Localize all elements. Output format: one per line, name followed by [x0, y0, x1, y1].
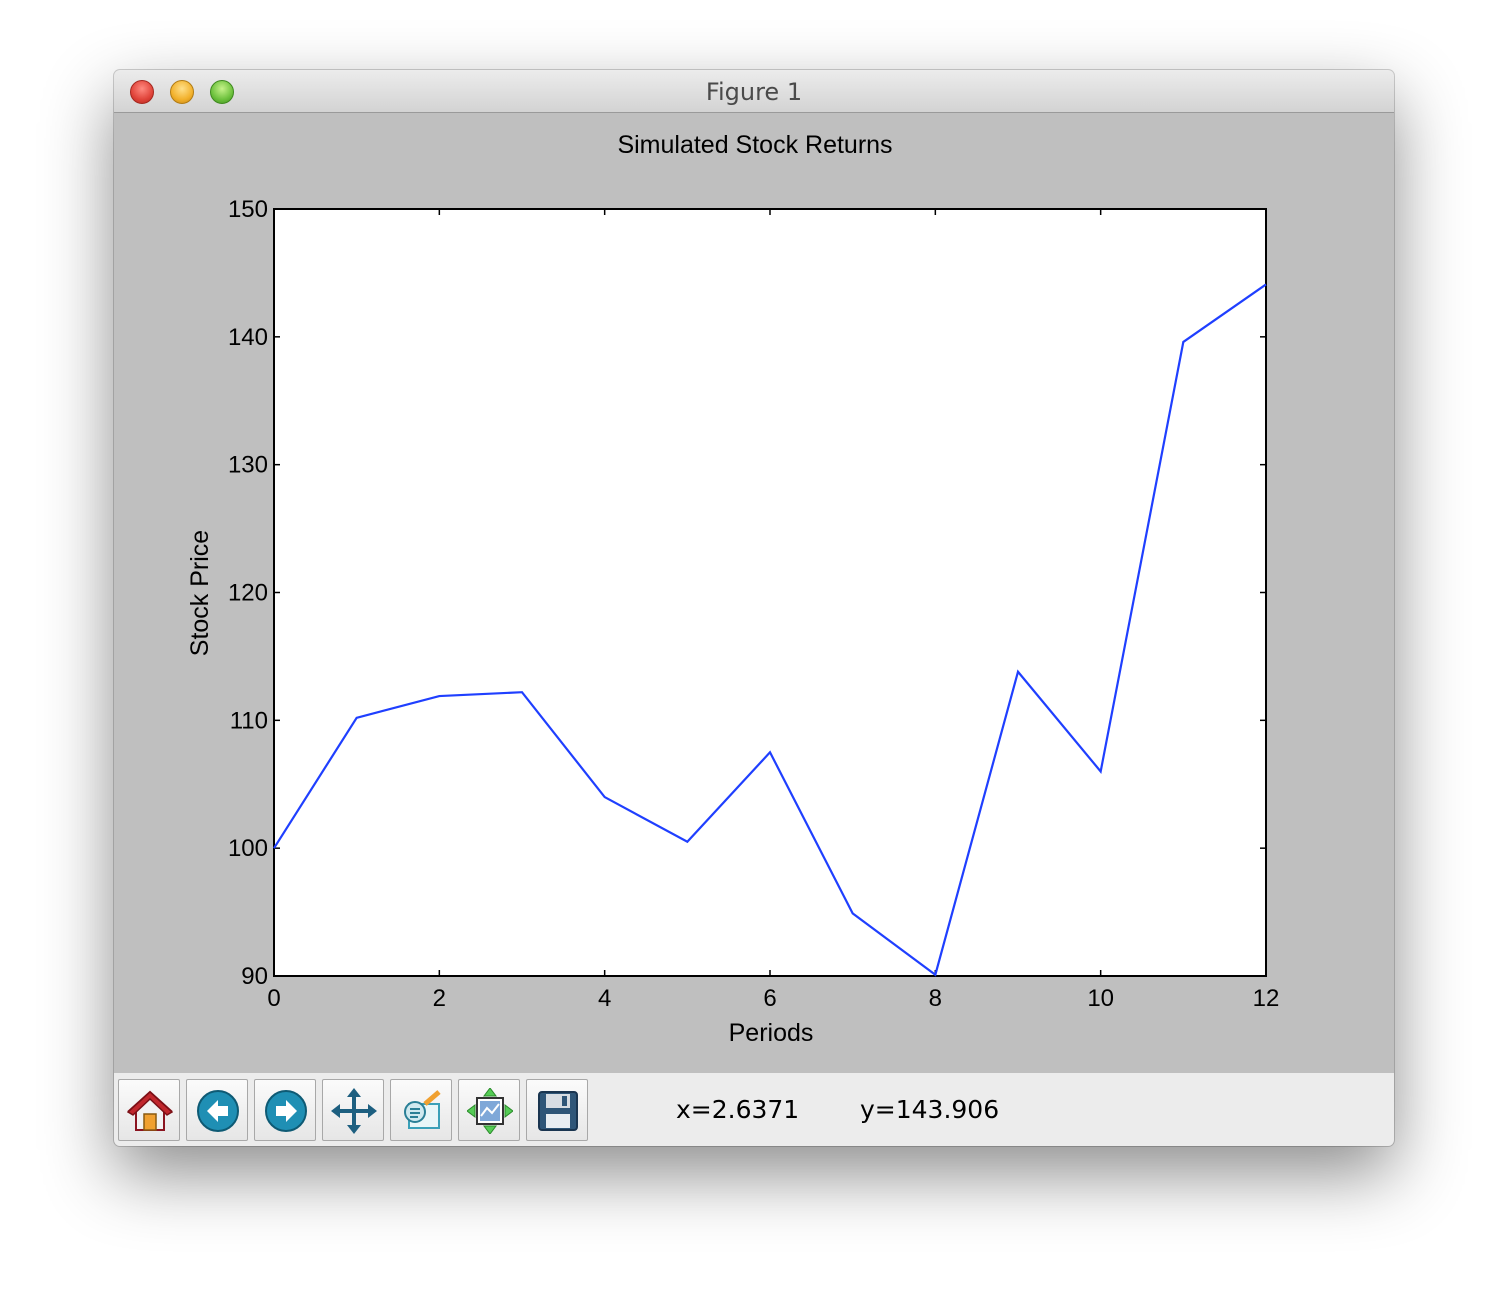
- x-coordinate-readout: x=2.6371: [676, 1095, 800, 1124]
- x-tick-label: 10: [1087, 985, 1114, 1012]
- zoom-rect-icon: [404, 1090, 441, 1129]
- line-chart[interactable]: Simulated Stock Returns 0 2 4 6 8 10 12 90 100 11…: [114, 113, 1394, 1073]
- title-bar[interactable]: Figure 1: [114, 70, 1394, 113]
- y-tick-label: 90: [241, 963, 268, 990]
- x-axis-label: Periods: [729, 1019, 814, 1047]
- x-tick-label: 12: [1253, 985, 1280, 1012]
- subplots-icon: [467, 1088, 513, 1134]
- series-layer: [273, 283, 1267, 977]
- y-tick-label: 110: [230, 707, 268, 734]
- y-tick-label: 130: [228, 452, 268, 479]
- plot-area[interactable]: [273, 208, 1267, 977]
- x-tick-label: 6: [763, 985, 776, 1012]
- zoom-window-button[interactable]: [210, 80, 234, 104]
- save-button[interactable]: [526, 1079, 588, 1141]
- y-coordinate-readout: y=143.906: [860, 1095, 1000, 1124]
- x-tick-label: 2: [433, 985, 446, 1012]
- close-window-button[interactable]: [130, 80, 154, 104]
- axis-ticks: 0 2 4 6 8 10 12 90 100 110 120 130 140 150: [228, 196, 1279, 1012]
- forward-arrow-icon: [265, 1090, 307, 1132]
- window-title: Figure 1: [705, 78, 803, 106]
- back-arrow-icon: [197, 1090, 239, 1132]
- y-tick-label: 150: [228, 196, 268, 223]
- y-tick-label: 100: [228, 835, 268, 862]
- back-button[interactable]: [186, 1079, 248, 1141]
- x-tick-label: 4: [598, 985, 611, 1012]
- subplots-button[interactable]: [458, 1079, 520, 1141]
- x-tick-label: 0: [267, 985, 280, 1012]
- y-axis-label: Stock Price: [186, 530, 214, 656]
- pan-button[interactable]: [322, 1079, 384, 1141]
- navigation-toolbar: x=2.6371 y=143.906: [114, 1073, 1394, 1146]
- y-tick-label: 120: [228, 580, 268, 607]
- forward-button[interactable]: [254, 1079, 316, 1141]
- floppy-disk-icon: [538, 1091, 578, 1131]
- zoom-rect-button[interactable]: [390, 1079, 452, 1141]
- home-button[interactable]: [118, 1079, 180, 1141]
- chart-title: Simulated Stock Returns: [617, 131, 892, 159]
- minimize-window-button[interactable]: [170, 80, 194, 104]
- figure-window: Figure 1 Simulated Stock Returns 0 2 4 6 8 10…: [114, 70, 1394, 1146]
- y-tick-label: 140: [228, 324, 268, 351]
- move-arrows-icon: [331, 1088, 377, 1134]
- home-icon: [127, 1090, 173, 1131]
- x-tick-label: 8: [929, 985, 942, 1012]
